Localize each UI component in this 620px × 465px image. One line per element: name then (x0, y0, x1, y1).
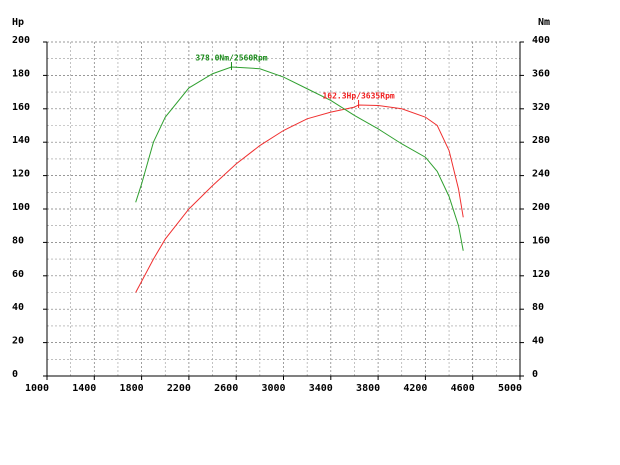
y2-tick-label: 400 (532, 35, 550, 46)
y2-tick-label: 280 (532, 135, 550, 146)
y-tick-label: 120 (12, 169, 30, 180)
y-tick-label: 100 (12, 202, 30, 213)
line-series (135, 66, 464, 251)
y-axis-label: Hp (12, 17, 24, 28)
y2-tick-label: 200 (532, 202, 550, 213)
annotation: 162.3Hp/3635Rpm (322, 91, 394, 100)
y2-tick-label: 120 (532, 269, 550, 280)
y2-axis-label: Nm (538, 17, 550, 28)
x-tick-label: 3000 (261, 383, 285, 394)
x-tick-label: 1800 (120, 383, 144, 394)
x-tick-label: 1000 (25, 383, 49, 394)
line-series (135, 104, 464, 293)
y-tick-label: 160 (12, 102, 30, 113)
x-tick-label: 5000 (498, 383, 522, 394)
y-tick-label: 200 (12, 35, 30, 46)
y-tick-label: 80 (12, 235, 24, 246)
y-tick-label: 180 (12, 68, 30, 79)
y2-tick-label: 80 (532, 302, 544, 313)
y-tick-label: 20 (12, 336, 24, 347)
y-tick-label: 60 (12, 269, 24, 280)
x-tick-label: 2600 (214, 383, 238, 394)
y-tick-label: 0 (12, 369, 18, 380)
x-tick-label: 4600 (451, 383, 475, 394)
x-tick-label: 3400 (309, 383, 333, 394)
x-tick-label: 3800 (356, 383, 380, 394)
y-tick-label: 140 (12, 135, 30, 146)
y2-tick-label: 360 (532, 68, 550, 79)
x-tick-label: 1400 (72, 383, 96, 394)
y2-tick-label: 0 (532, 369, 538, 380)
x-tick-label: 2200 (167, 383, 191, 394)
y2-tick-label: 160 (532, 235, 550, 246)
annotation: 378.0Nm/2560Rpm (195, 54, 267, 63)
x-tick-label: 4200 (403, 383, 427, 394)
y-tick-label: 40 (12, 302, 24, 313)
y2-tick-label: 40 (532, 336, 544, 347)
y2-tick-label: 240 (532, 169, 550, 180)
y2-tick-label: 320 (532, 102, 550, 113)
